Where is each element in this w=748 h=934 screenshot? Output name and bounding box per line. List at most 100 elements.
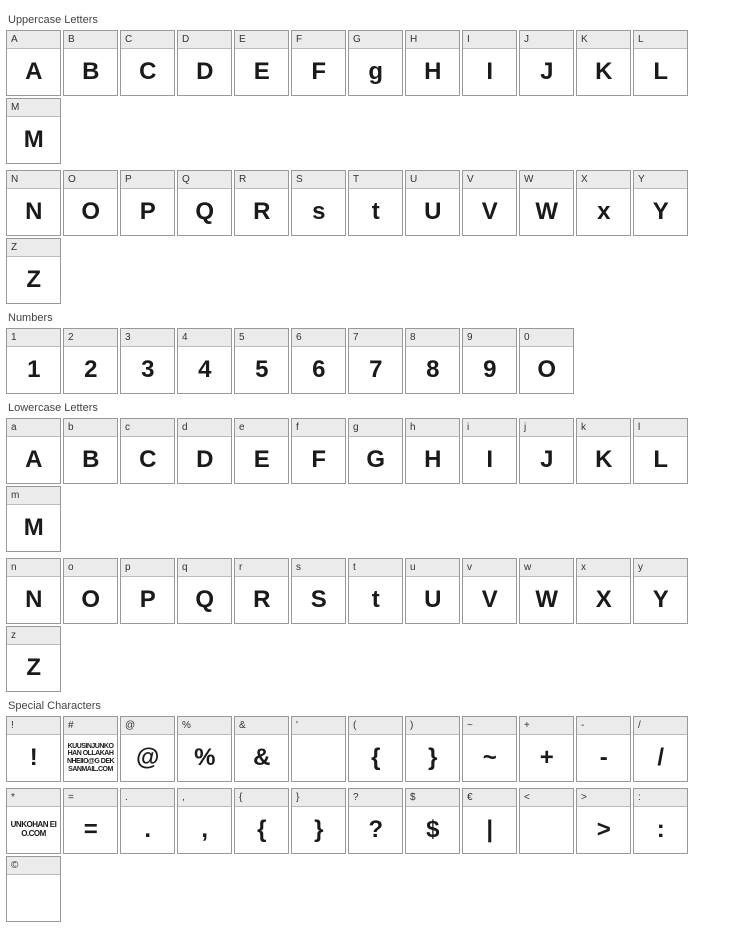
char-cell[interactable]: {{ [234,788,289,854]
char-cell[interactable]: BB [63,30,118,96]
char-cell[interactable]: LL [633,30,688,96]
char-cell[interactable]: Tt [348,170,403,236]
char-cell[interactable]: $$ [405,788,460,854]
char-cell[interactable]: 0O [519,328,574,394]
char-cell[interactable]: DD [177,30,232,96]
char-cell[interactable]: )} [405,716,460,782]
char-cell[interactable]: WW [519,170,574,236]
char-cell[interactable]: ' [291,716,346,782]
char-cell[interactable]: UU [405,170,460,236]
char-cell[interactable]: II [462,30,517,96]
char-cell[interactable]: PP [120,170,175,236]
char-cell[interactable]: !! [6,716,61,782]
char-cell[interactable]: ({ [348,716,403,782]
char-cell[interactable]: -- [576,716,631,782]
char-cell[interactable]: }} [291,788,346,854]
char-cell[interactable]: == [63,788,118,854]
char-cell[interactable]: // [633,716,688,782]
char-cell[interactable]: rR [234,558,289,624]
char-label: / [634,717,687,735]
char-cell[interactable]: Xx [576,170,631,236]
char-cell[interactable]: 88 [405,328,460,394]
char-cell[interactable]: iI [462,418,517,484]
char-cell[interactable]: 11 [6,328,61,394]
char-cell[interactable]: EE [234,30,289,96]
char-cell[interactable]: tt [348,558,403,624]
char-cell[interactable]: dD [177,418,232,484]
char-cell[interactable]: nN [6,558,61,624]
char-cell[interactable]: aA [6,418,61,484]
char-cell[interactable]: eE [234,418,289,484]
char-cell[interactable]: 44 [177,328,232,394]
char-cell[interactable]: MM [6,98,61,164]
char-cell[interactable]: ++ [519,716,574,782]
char-label: K [577,31,630,49]
char-cell[interactable]: ~~ [462,716,517,782]
char-cell[interactable]: 55 [234,328,289,394]
char-cell[interactable]: *UNKOHAN EIO.COM [6,788,61,854]
char-label: e [235,419,288,437]
char-cell[interactable]: >> [576,788,631,854]
char-label: S [292,171,345,189]
section-title: Lowercase Letters [8,402,742,414]
char-cell[interactable]: 77 [348,328,403,394]
char-cell[interactable]: %% [177,716,232,782]
char-cell[interactable]: NN [6,170,61,236]
char-cell[interactable]: vV [462,558,517,624]
char-cell[interactable]: .. [120,788,175,854]
char-cell[interactable]: Gg [348,30,403,96]
char-cell[interactable]: mM [6,486,61,552]
char-cell[interactable]: RR [234,170,289,236]
char-label: J [520,31,573,49]
char-label: . [121,789,174,807]
char-cell[interactable]: kK [576,418,631,484]
char-cell[interactable]: xX [576,558,631,624]
char-cell[interactable]: < [519,788,574,854]
char-cell[interactable]: KK [576,30,631,96]
char-cell[interactable]: zZ [6,626,61,692]
char-cell[interactable]: JJ [519,30,574,96]
char-cell[interactable]: YY [633,170,688,236]
char-label: k [577,419,630,437]
char-cell[interactable]: lL [633,418,688,484]
char-label: ' [292,717,345,735]
char-cell[interactable]: hH [405,418,460,484]
char-cell[interactable]: ,, [177,788,232,854]
char-cell[interactable]: fF [291,418,346,484]
char-cell[interactable]: wW [519,558,574,624]
char-glyph: U [406,189,459,235]
char-cell[interactable]: CC [120,30,175,96]
char-cell[interactable]: AA [6,30,61,96]
char-cell[interactable]: OO [63,170,118,236]
char-cell[interactable]: 33 [120,328,175,394]
char-cell[interactable]: sS [291,558,346,624]
char-cell[interactable]: 99 [462,328,517,394]
char-cell[interactable]: cC [120,418,175,484]
char-cell[interactable]: FF [291,30,346,96]
char-cell[interactable]: jJ [519,418,574,484]
char-cell[interactable]: ZZ [6,238,61,304]
char-cell[interactable]: €| [462,788,517,854]
char-cell[interactable]: :: [633,788,688,854]
char-cell[interactable]: 66 [291,328,346,394]
char-glyph: X [577,577,630,623]
char-cell[interactable]: @@ [120,716,175,782]
char-row: aAbBcCdDeEfFgGhHiIjJkKlL mM [6,418,742,552]
char-cell[interactable]: VV [462,170,517,236]
char-cell[interactable]: uU [405,558,460,624]
char-cell[interactable]: yY [633,558,688,624]
char-cell[interactable]: 22 [63,328,118,394]
char-cell[interactable]: #KUUSINJUNKOHAN OLLAKAHNHEIIO@G DEKSANMA… [63,716,118,782]
char-cell[interactable]: © [6,856,61,922]
char-cell[interactable]: ?? [348,788,403,854]
char-cell[interactable]: && [234,716,289,782]
char-cell[interactable]: HH [405,30,460,96]
char-cell[interactable]: gG [348,418,403,484]
char-cell[interactable]: oO [63,558,118,624]
char-cell[interactable]: qQ [177,558,232,624]
char-cell[interactable]: QQ [177,170,232,236]
char-cell[interactable]: pP [120,558,175,624]
char-cell[interactable]: bB [63,418,118,484]
char-label: d [178,419,231,437]
char-cell[interactable]: Ss [291,170,346,236]
